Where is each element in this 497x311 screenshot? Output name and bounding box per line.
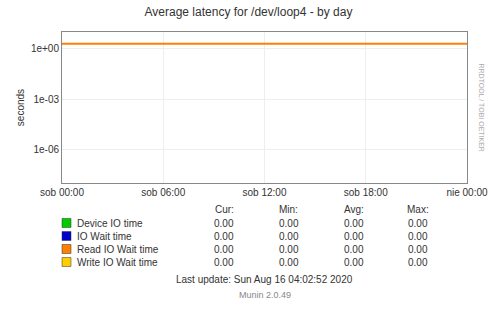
svg-text:0.00: 0.00 [279, 218, 299, 229]
svg-text:Munin 2.0.49: Munin 2.0.49 [239, 290, 291, 300]
svg-text:0.00: 0.00 [344, 218, 364, 229]
svg-text:0.00: 0.00 [214, 244, 234, 255]
svg-text:sob 18:00: sob 18:00 [344, 187, 388, 198]
svg-text:Max:: Max: [407, 204, 429, 215]
svg-text:0.00: 0.00 [279, 244, 299, 255]
svg-text:0.00: 0.00 [408, 218, 428, 229]
svg-text:sob 00:00: sob 00:00 [40, 187, 84, 198]
svg-text:seconds: seconds [15, 89, 26, 126]
svg-text:sob 12:00: sob 12:00 [243, 187, 287, 198]
svg-text:Device IO time: Device IO time [77, 218, 143, 229]
svg-text:1e-06: 1e-06 [33, 144, 59, 155]
svg-text:Read IO Wait time: Read IO Wait time [77, 244, 159, 255]
svg-text:nie 00:00: nie 00:00 [446, 187, 488, 198]
svg-text:0.00: 0.00 [214, 218, 234, 229]
svg-text:Avg:: Avg: [344, 204, 364, 215]
svg-text:0.00: 0.00 [344, 231, 364, 242]
svg-text:0.00: 0.00 [279, 257, 299, 268]
svg-text:IO Wait time: IO Wait time [77, 231, 132, 242]
svg-text:0.00: 0.00 [408, 231, 428, 242]
svg-text:0.00: 0.00 [214, 257, 234, 268]
svg-text:0.00: 0.00 [279, 231, 299, 242]
svg-text:Last update: Sun Aug 16 04:02:: Last update: Sun Aug 16 04:02:52 2020 [176, 274, 353, 285]
svg-text:Min:: Min: [279, 204, 298, 215]
svg-text:Write IO Wait time: Write IO Wait time [77, 257, 158, 268]
svg-text:0.00: 0.00 [214, 231, 234, 242]
svg-text:Average latency for /dev/loop4: Average latency for /dev/loop4 - by day [145, 5, 353, 19]
svg-text:0.00: 0.00 [408, 257, 428, 268]
svg-text:sob 06:00: sob 06:00 [141, 187, 185, 198]
svg-text:Cur:: Cur: [215, 204, 234, 215]
svg-text:1e-03: 1e-03 [33, 94, 59, 105]
svg-text:RRDTOOL / TOBI OETIKER: RRDTOOL / TOBI OETIKER [478, 64, 485, 152]
svg-text:0.00: 0.00 [344, 257, 364, 268]
svg-text:0.00: 0.00 [408, 244, 428, 255]
svg-text:0.00: 0.00 [344, 244, 364, 255]
svg-text:1e+00: 1e+00 [31, 43, 60, 54]
